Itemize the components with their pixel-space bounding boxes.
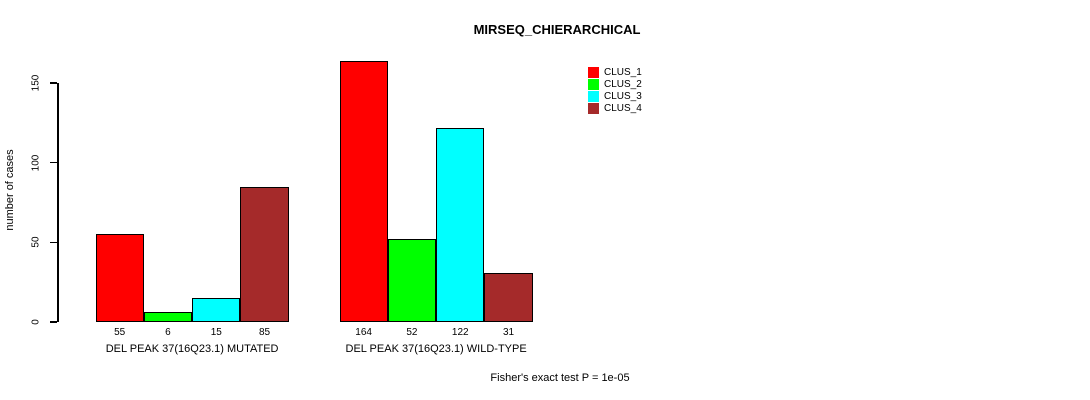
bar-value-label: 55	[114, 327, 126, 338]
y-tick-label: 100	[30, 154, 42, 171]
bar-clus_2-group1	[143, 312, 193, 322]
y-tick-label: 150	[30, 74, 42, 92]
y-tick-label: 0	[30, 319, 42, 325]
bar-clus_2-group2	[387, 239, 437, 322]
legend-swatch-icon	[588, 78, 599, 90]
bar-clus_1-group1	[95, 234, 144, 322]
legend-label: CLUS_1	[604, 66, 642, 78]
legend-label: CLUS_2	[604, 78, 642, 90]
y-tick-mark	[50, 82, 57, 84]
bar-clus_1-group2	[339, 60, 388, 322]
annotation-text: Fisher's exact test P = 1e-05	[490, 372, 630, 384]
bar-value-label: 164	[355, 327, 372, 338]
group-label-1: DEL PEAK 37(16Q23.1) MUTATED	[105, 343, 279, 355]
bar-clus_4-group1	[240, 186, 289, 322]
y-axis-label: number of cases	[4, 149, 16, 231]
bar-value-label: 85	[258, 327, 271, 338]
legend-label: CLUS_4	[604, 103, 642, 115]
legend-item-clus_1: CLUS_1	[588, 66, 642, 78]
chart-title: MIRSEQ_CHIERARCHICAL	[473, 22, 641, 37]
legend-label: CLUS_3	[604, 91, 642, 103]
y-tick-mark	[50, 241, 57, 244]
bar-clus_4-group2	[484, 272, 533, 322]
y-tick-mark	[50, 321, 57, 323]
y-tick-mark	[50, 161, 57, 164]
bar-value-label: 52	[406, 327, 418, 338]
y-axis-line	[57, 83, 59, 322]
y-tick-label: 50	[30, 236, 42, 248]
bar-value-label: 6	[165, 327, 171, 338]
legend-item-clus_3: CLUS_3	[588, 91, 642, 103]
bar-value-label: 122	[451, 327, 469, 338]
legend-swatch-icon	[588, 66, 599, 78]
legend-swatch-icon	[588, 91, 599, 103]
bar-value-label: 15	[210, 327, 222, 338]
legend: CLUS_1 CLUS_2 CLUS_3 CLUS_4	[588, 66, 642, 115]
legend-item-clus_4: CLUS_4	[588, 103, 642, 115]
bar-clus_3-group2	[436, 127, 485, 322]
group-label-2: DEL PEAK 37(16Q23.1) WILD-TYPE	[345, 343, 527, 355]
legend-item-clus_2: CLUS_2	[588, 78, 642, 90]
bar-value-label: 31	[502, 327, 515, 338]
legend-swatch-icon	[588, 103, 599, 115]
bar-clus_3-group1	[192, 298, 241, 322]
